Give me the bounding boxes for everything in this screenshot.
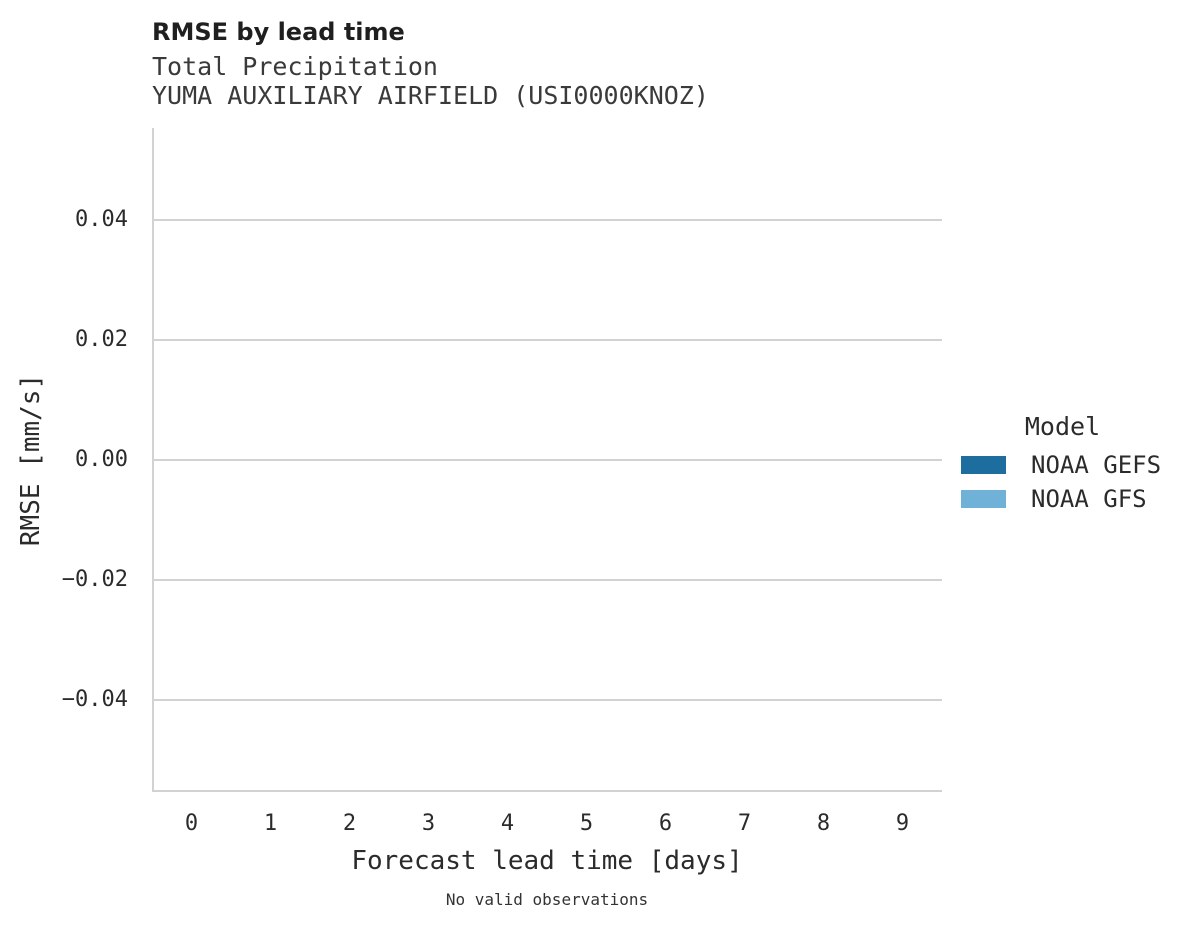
y-tick-label: 0.00: [75, 447, 128, 472]
subtitle-variable: Total Precipitation: [152, 52, 438, 81]
footer-note: No valid observations: [445, 890, 649, 909]
gridline-y: [154, 218, 942, 221]
x-tick-label: 6: [658, 811, 673, 836]
plot-area: [152, 128, 942, 792]
legend-label: NOAA GFS: [1031, 485, 1147, 513]
y-axis-title-text: RMSE [mm/s]: [16, 373, 46, 547]
gridline-y: [154, 699, 942, 702]
gridline-y: [154, 579, 942, 582]
subtitle-station: YUMA AUXILIARY AIRFIELD (USI0000KNOZ): [152, 81, 709, 110]
x-tick-label: 9: [895, 811, 910, 836]
y-tick-label: −0.04: [61, 687, 128, 713]
legend-items: NOAA GEFS NOAA GFS: [950, 451, 1175, 513]
y-tick-label: −0.02: [61, 567, 128, 593]
x-tick-label: 5: [579, 811, 594, 836]
gridline-y: [154, 338, 942, 341]
y-tick-label: 0.04: [75, 206, 128, 232]
x-tick-label: 8: [816, 811, 831, 836]
x-tick-label: 1: [263, 811, 278, 836]
chart-title: RMSE by lead time: [152, 18, 405, 46]
legend-title: Model: [1024, 412, 1101, 441]
x-tick-label: 3: [421, 811, 436, 836]
y-tick-label: 0.02: [75, 326, 128, 352]
legend-item: NOAA GEFS: [950, 451, 1175, 479]
chart-subtitle: Total Precipitation YUMA AUXILIARY AIRFI…: [152, 52, 709, 110]
legend: Model NOAA GEFS NOAA GFS: [950, 412, 1175, 520]
x-axis-title: Forecast lead time [days]: [351, 846, 743, 876]
x-tick-label: 4: [500, 811, 515, 836]
legend-label: NOAA GEFS: [1031, 451, 1162, 479]
y-axis-title: RMSE [mm/s]: [4, 334, 58, 586]
legend-item: NOAA GFS: [950, 485, 1175, 513]
x-tick-label: 0: [184, 811, 199, 836]
x-tick-label: 2: [342, 811, 357, 836]
x-tick-label: 7: [737, 811, 752, 836]
legend-swatch: [961, 456, 1006, 474]
legend-swatch: [961, 490, 1006, 508]
gridline-y: [154, 459, 942, 461]
